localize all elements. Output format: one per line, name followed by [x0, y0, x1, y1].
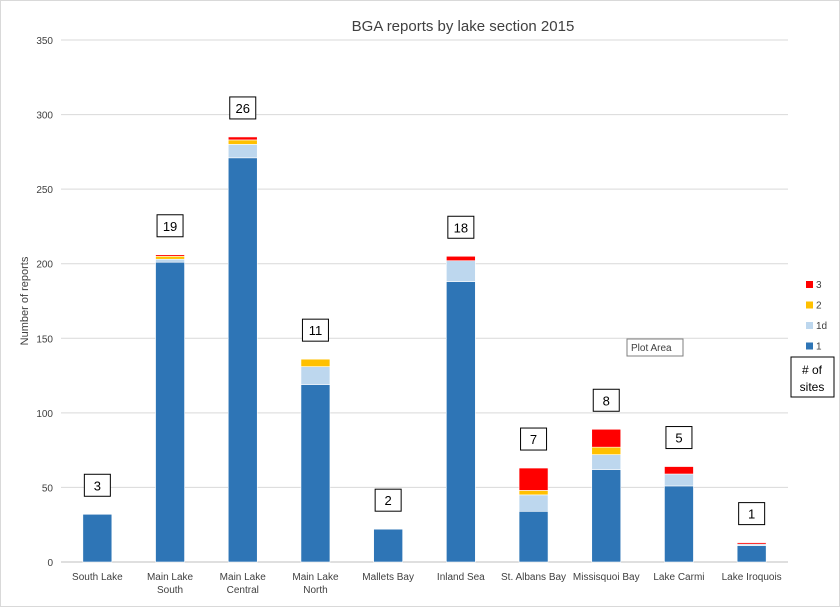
site-count-box — [374, 488, 402, 512]
site-count-label: 5 — [675, 431, 682, 446]
x-tick-label: Main Lake North — [292, 572, 339, 596]
x-tick-label: Lake Iroquois — [722, 572, 782, 583]
y-tick-labels: 0 50 100 150 200 250 300 350 — [36, 36, 53, 569]
bar-segment-1d — [591, 454, 622, 470]
bar-segment-1d — [664, 473, 694, 487]
bar-segment-1 — [664, 485, 694, 563]
site-count-box — [447, 215, 475, 239]
tooltip-text: Plot Area — [631, 343, 672, 354]
bar-segment-1d — [227, 144, 258, 159]
bar-segment-1 — [227, 157, 258, 563]
legend-label: 3 — [816, 280, 822, 291]
y-tick-label: 150 — [36, 334, 53, 345]
site-count-label: 8 — [603, 393, 610, 408]
x-tick-label: Main Lake South — [147, 572, 194, 596]
bar-segment-3 — [155, 254, 185, 257]
bar-segment-1 — [446, 281, 476, 563]
y-tick-label: 300 — [36, 111, 53, 122]
bar-segment-2 — [155, 255, 185, 260]
site-count-box — [83, 473, 111, 497]
legend: 3 2 1d 1 # of sites — [790, 280, 835, 398]
bar-segment-1 — [300, 384, 331, 563]
site-count-box — [229, 96, 257, 120]
site-count-label: 18 — [454, 220, 468, 235]
legend-swatch-2 — [806, 301, 813, 309]
legend-label: 1 — [816, 342, 822, 353]
legend-swatch-1d — [806, 322, 813, 329]
y-tick-label: 200 — [36, 260, 53, 271]
x-tick-labels: South Lake Main Lake South Main Lake Central… — [72, 572, 782, 596]
legend-label: 2 — [816, 301, 822, 312]
legend-swatch-1 — [806, 342, 813, 350]
bar-segment-1 — [591, 469, 622, 563]
bar-segment-1d — [300, 366, 331, 385]
y-tick-label: 0 — [47, 558, 53, 569]
x-tick-label: Missisquoi Bay — [573, 572, 640, 583]
site-count-label: 26 — [236, 101, 250, 116]
bar-segment-1 — [373, 528, 403, 563]
legend-title: sites — [800, 380, 825, 394]
site-count-label: 3 — [94, 478, 101, 493]
bar-segment-3 — [664, 466, 694, 475]
site-count-label: 11 — [309, 323, 323, 338]
site-count-label: 2 — [385, 493, 392, 508]
site-count-box — [665, 426, 693, 450]
bar-segment-1 — [518, 510, 549, 563]
legend-label: 1d — [816, 321, 827, 332]
bar-segment-3 — [736, 542, 767, 545]
site-count-label: 19 — [163, 219, 177, 234]
y-tick-label: 250 — [36, 185, 53, 196]
bar-segment-2 — [518, 490, 549, 496]
bar-segment-1d — [446, 260, 476, 282]
x-tick-label: Main Lake Central — [220, 572, 267, 596]
site-count-box — [301, 318, 329, 342]
y-axis-label: Number of reports — [19, 256, 31, 345]
bar-segment-1 — [736, 545, 767, 563]
x-tick-label: Inland Sea — [437, 572, 485, 583]
bar-segment-1 — [155, 261, 185, 563]
bar-segment-3 — [591, 428, 622, 448]
bar-segment-3 — [227, 136, 258, 141]
plot-area-tooltip: Plot Area — [626, 338, 684, 357]
y-tick-label: 350 — [36, 36, 53, 47]
bar-segment-2 — [591, 446, 622, 455]
bar-segment-3 — [446, 255, 476, 262]
bar-segment-3 — [518, 467, 549, 491]
x-tick-label: Mallets Bay — [362, 572, 414, 583]
x-tick-label: St. Albans Bay — [501, 572, 566, 583]
bar-segment-2 — [227, 139, 258, 145]
bars — [82, 136, 767, 563]
site-count-label: 1 — [748, 507, 755, 522]
y-tick-label: 50 — [42, 483, 54, 494]
legend-title-box — [790, 356, 835, 398]
site-count-label: 7 — [530, 432, 537, 447]
site-count-box — [738, 502, 766, 526]
legend-swatch-3 — [806, 281, 813, 288]
x-tick-label: South Lake — [72, 572, 123, 583]
site-count-box — [156, 214, 184, 238]
chart-title: BGA reports by lake section 2015 — [352, 18, 575, 35]
legend-title: # of — [802, 363, 823, 377]
site-count-box — [592, 388, 620, 412]
site-count-box — [520, 427, 548, 451]
bar-segment-1d — [155, 258, 185, 263]
bar-segment-1d — [518, 494, 549, 512]
y-tick-label: 100 — [36, 409, 53, 420]
bar-segment-1 — [82, 513, 113, 563]
site-count-labels: 3 19 26 11 2 18 7 8 5 1 — [83, 96, 766, 526]
bar-segment-2 — [300, 358, 331, 367]
x-tick-label: Lake Carmi — [653, 572, 704, 583]
